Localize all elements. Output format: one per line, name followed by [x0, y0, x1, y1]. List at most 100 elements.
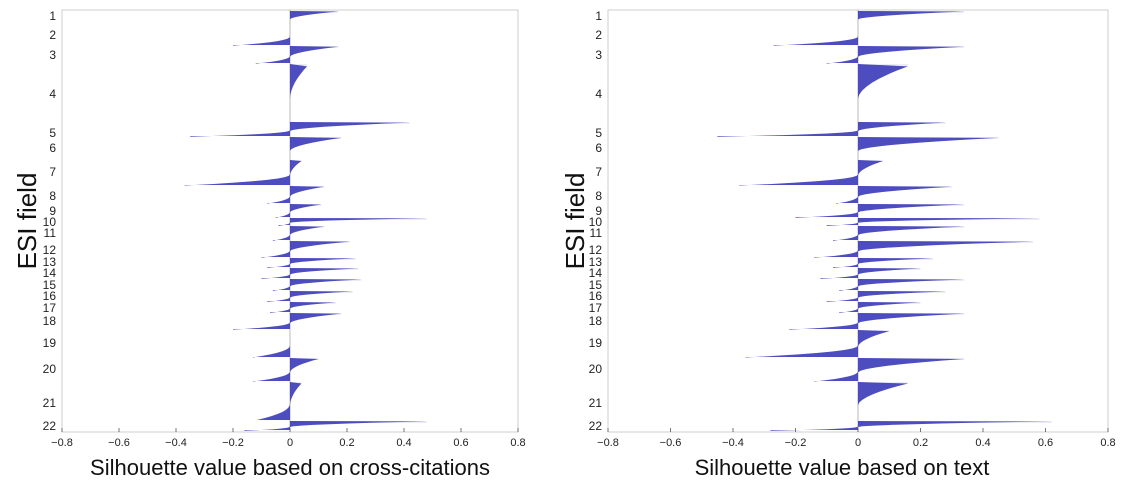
x-tick-label: 0.2 — [913, 437, 928, 449]
y-tick-label-1: 1 — [49, 9, 56, 23]
silhouette-negative-mark-8 — [836, 195, 858, 204]
x-axis-label: Silhouette value based on text — [695, 455, 990, 480]
y-tick-label-2: 2 — [595, 28, 602, 42]
y-tick-label-22: 22 — [589, 419, 603, 433]
silhouette-negative-mark-11 — [833, 234, 858, 241]
x-tick-label: 0 — [287, 437, 293, 449]
silhouette-positive-mark-5 — [858, 122, 946, 132]
y-axis-label: ESI field — [562, 173, 590, 270]
silhouette-positive-mark-20 — [290, 358, 319, 373]
y-tick-label-2: 2 — [49, 28, 56, 42]
x-tick-label: 0.4 — [975, 437, 990, 449]
y-tick-label-12: 12 — [43, 243, 57, 257]
x-tick-label: −0.8 — [597, 437, 619, 449]
silhouette-positive-mark-21 — [858, 382, 908, 407]
silhouette-positive-mark-1 — [290, 11, 339, 20]
silhouette-negative-mark-5 — [717, 130, 858, 137]
silhouette-negative-mark-21 — [255, 403, 290, 421]
silhouette-positive-mark-7 — [858, 160, 883, 177]
silhouette-positive-mark-8 — [290, 186, 325, 198]
silhouette-negative-mark-7 — [184, 174, 290, 186]
silhouette-positive-mark-1 — [858, 11, 965, 20]
silhouette-positive-mark-8 — [858, 186, 952, 198]
silhouette-negative-mark-22 — [770, 426, 858, 431]
silhouette-negative-mark-9 — [795, 211, 858, 218]
y-tick-label-21: 21 — [43, 396, 57, 410]
silhouette-negative-mark-16 — [826, 297, 858, 302]
silhouette-negative-mark-14 — [820, 274, 858, 279]
x-tick-label: 0.8 — [1100, 437, 1115, 449]
silhouette-positive-mark-14 — [290, 268, 359, 275]
silhouette-positive-mark-13 — [858, 258, 933, 265]
silhouette-negative-mark-14 — [261, 274, 290, 279]
silhouette-positive-mark-14 — [858, 268, 921, 275]
silhouette-positive-mark-4 — [290, 64, 308, 100]
silhouette-positive-mark-13 — [290, 258, 356, 265]
silhouette-negative-mark-20 — [814, 371, 858, 382]
silhouette-positive-mark-22 — [290, 421, 427, 428]
silhouette-negative-mark-16 — [267, 297, 290, 302]
y-tick-label-6: 6 — [595, 141, 602, 155]
y-tick-label-19: 19 — [589, 336, 603, 350]
x-tick-label: 0.6 — [453, 437, 468, 449]
silhouette-positive-mark-17 — [290, 302, 336, 309]
silhouette-chart-cross-citations: 1 2 3 4 5 6 7 8 9 10 11 12 13 14 15 16 17 18 19 20 21 22 −0.8−… — [0, 0, 560, 483]
y-tick-label-14: 14 — [589, 266, 603, 280]
silhouette-negative-mark-3 — [826, 55, 858, 64]
y-tick-label-18: 18 — [43, 314, 57, 328]
y-tick-label-19: 19 — [43, 336, 57, 350]
x-tick-label: −0.4 — [165, 437, 187, 449]
silhouette-negative-mark-7 — [739, 174, 858, 186]
y-tick-label-11: 11 — [590, 226, 603, 240]
y-tick-label-4: 4 — [49, 87, 56, 101]
silhouette-negative-mark-19 — [252, 345, 290, 358]
x-tick-label: −0.4 — [722, 437, 744, 449]
silhouette-positive-mark-3 — [858, 46, 965, 58]
x-tick-label: 0.6 — [1038, 437, 1053, 449]
silhouette-positive-mark-3 — [290, 46, 339, 58]
y-tick-label-16: 16 — [589, 289, 603, 303]
y-tick-label-3: 3 — [49, 48, 56, 62]
silhouette-negative-mark-10 — [278, 222, 290, 226]
silhouette-positive-mark-10 — [290, 218, 427, 223]
y-tick-label-6: 6 — [49, 141, 56, 155]
silhouette-positive-mark-12 — [858, 241, 1033, 252]
silhouette-negative-mark-15 — [839, 285, 858, 291]
silhouette-positive-mark-20 — [858, 358, 965, 373]
y-tick-label-11: 11 — [44, 226, 57, 240]
silhouette-positive-mark-22 — [858, 421, 1052, 428]
silhouette-positive-mark-12 — [290, 241, 350, 252]
y-tick-label-22: 22 — [43, 419, 57, 433]
silhouette-positive-mark-16 — [290, 291, 353, 298]
silhouette-negative-mark-18 — [233, 322, 290, 330]
silhouette-negative-mark-2 — [773, 36, 858, 46]
silhouette-negative-mark-8 — [267, 195, 290, 204]
x-tick-label: −0.2 — [785, 437, 807, 449]
y-tick-label-12: 12 — [589, 243, 603, 257]
y-tick-label-1: 1 — [595, 9, 602, 23]
silhouette-positive-mark-15 — [290, 279, 362, 287]
y-tick-label-4: 4 — [595, 87, 602, 101]
y-tick-label-9: 9 — [49, 204, 56, 218]
silhouette-positive-mark-6 — [858, 137, 999, 152]
silhouette-negative-mark-3 — [255, 55, 290, 64]
silhouette-positive-mark-9 — [290, 204, 322, 213]
y-tick-label-15: 15 — [589, 278, 603, 292]
silhouette-negative-mark-20 — [252, 371, 290, 382]
y-tick-label-7: 7 — [595, 165, 602, 179]
x-tick-label: −0.2 — [222, 437, 244, 449]
y-tick-label-16: 16 — [43, 289, 57, 303]
silhouette-negative-mark-17 — [839, 308, 858, 313]
y-tick-label-17: 17 — [589, 301, 603, 315]
y-tick-label-9: 9 — [595, 204, 602, 218]
x-tick-label: 0.8 — [510, 437, 525, 449]
silhouette-negative-mark-17 — [270, 308, 290, 313]
y-tick-label-5: 5 — [595, 126, 602, 140]
silhouette-positive-mark-9 — [858, 204, 965, 213]
silhouette-positive-mark-4 — [858, 64, 908, 100]
silhouette-positive-mark-18 — [858, 313, 965, 324]
y-tick-label-15: 15 — [43, 278, 57, 292]
silhouette-negative-mark-5 — [190, 130, 290, 137]
silhouette-positive-mark-16 — [858, 291, 946, 298]
silhouette-positive-mark-21 — [290, 382, 302, 407]
